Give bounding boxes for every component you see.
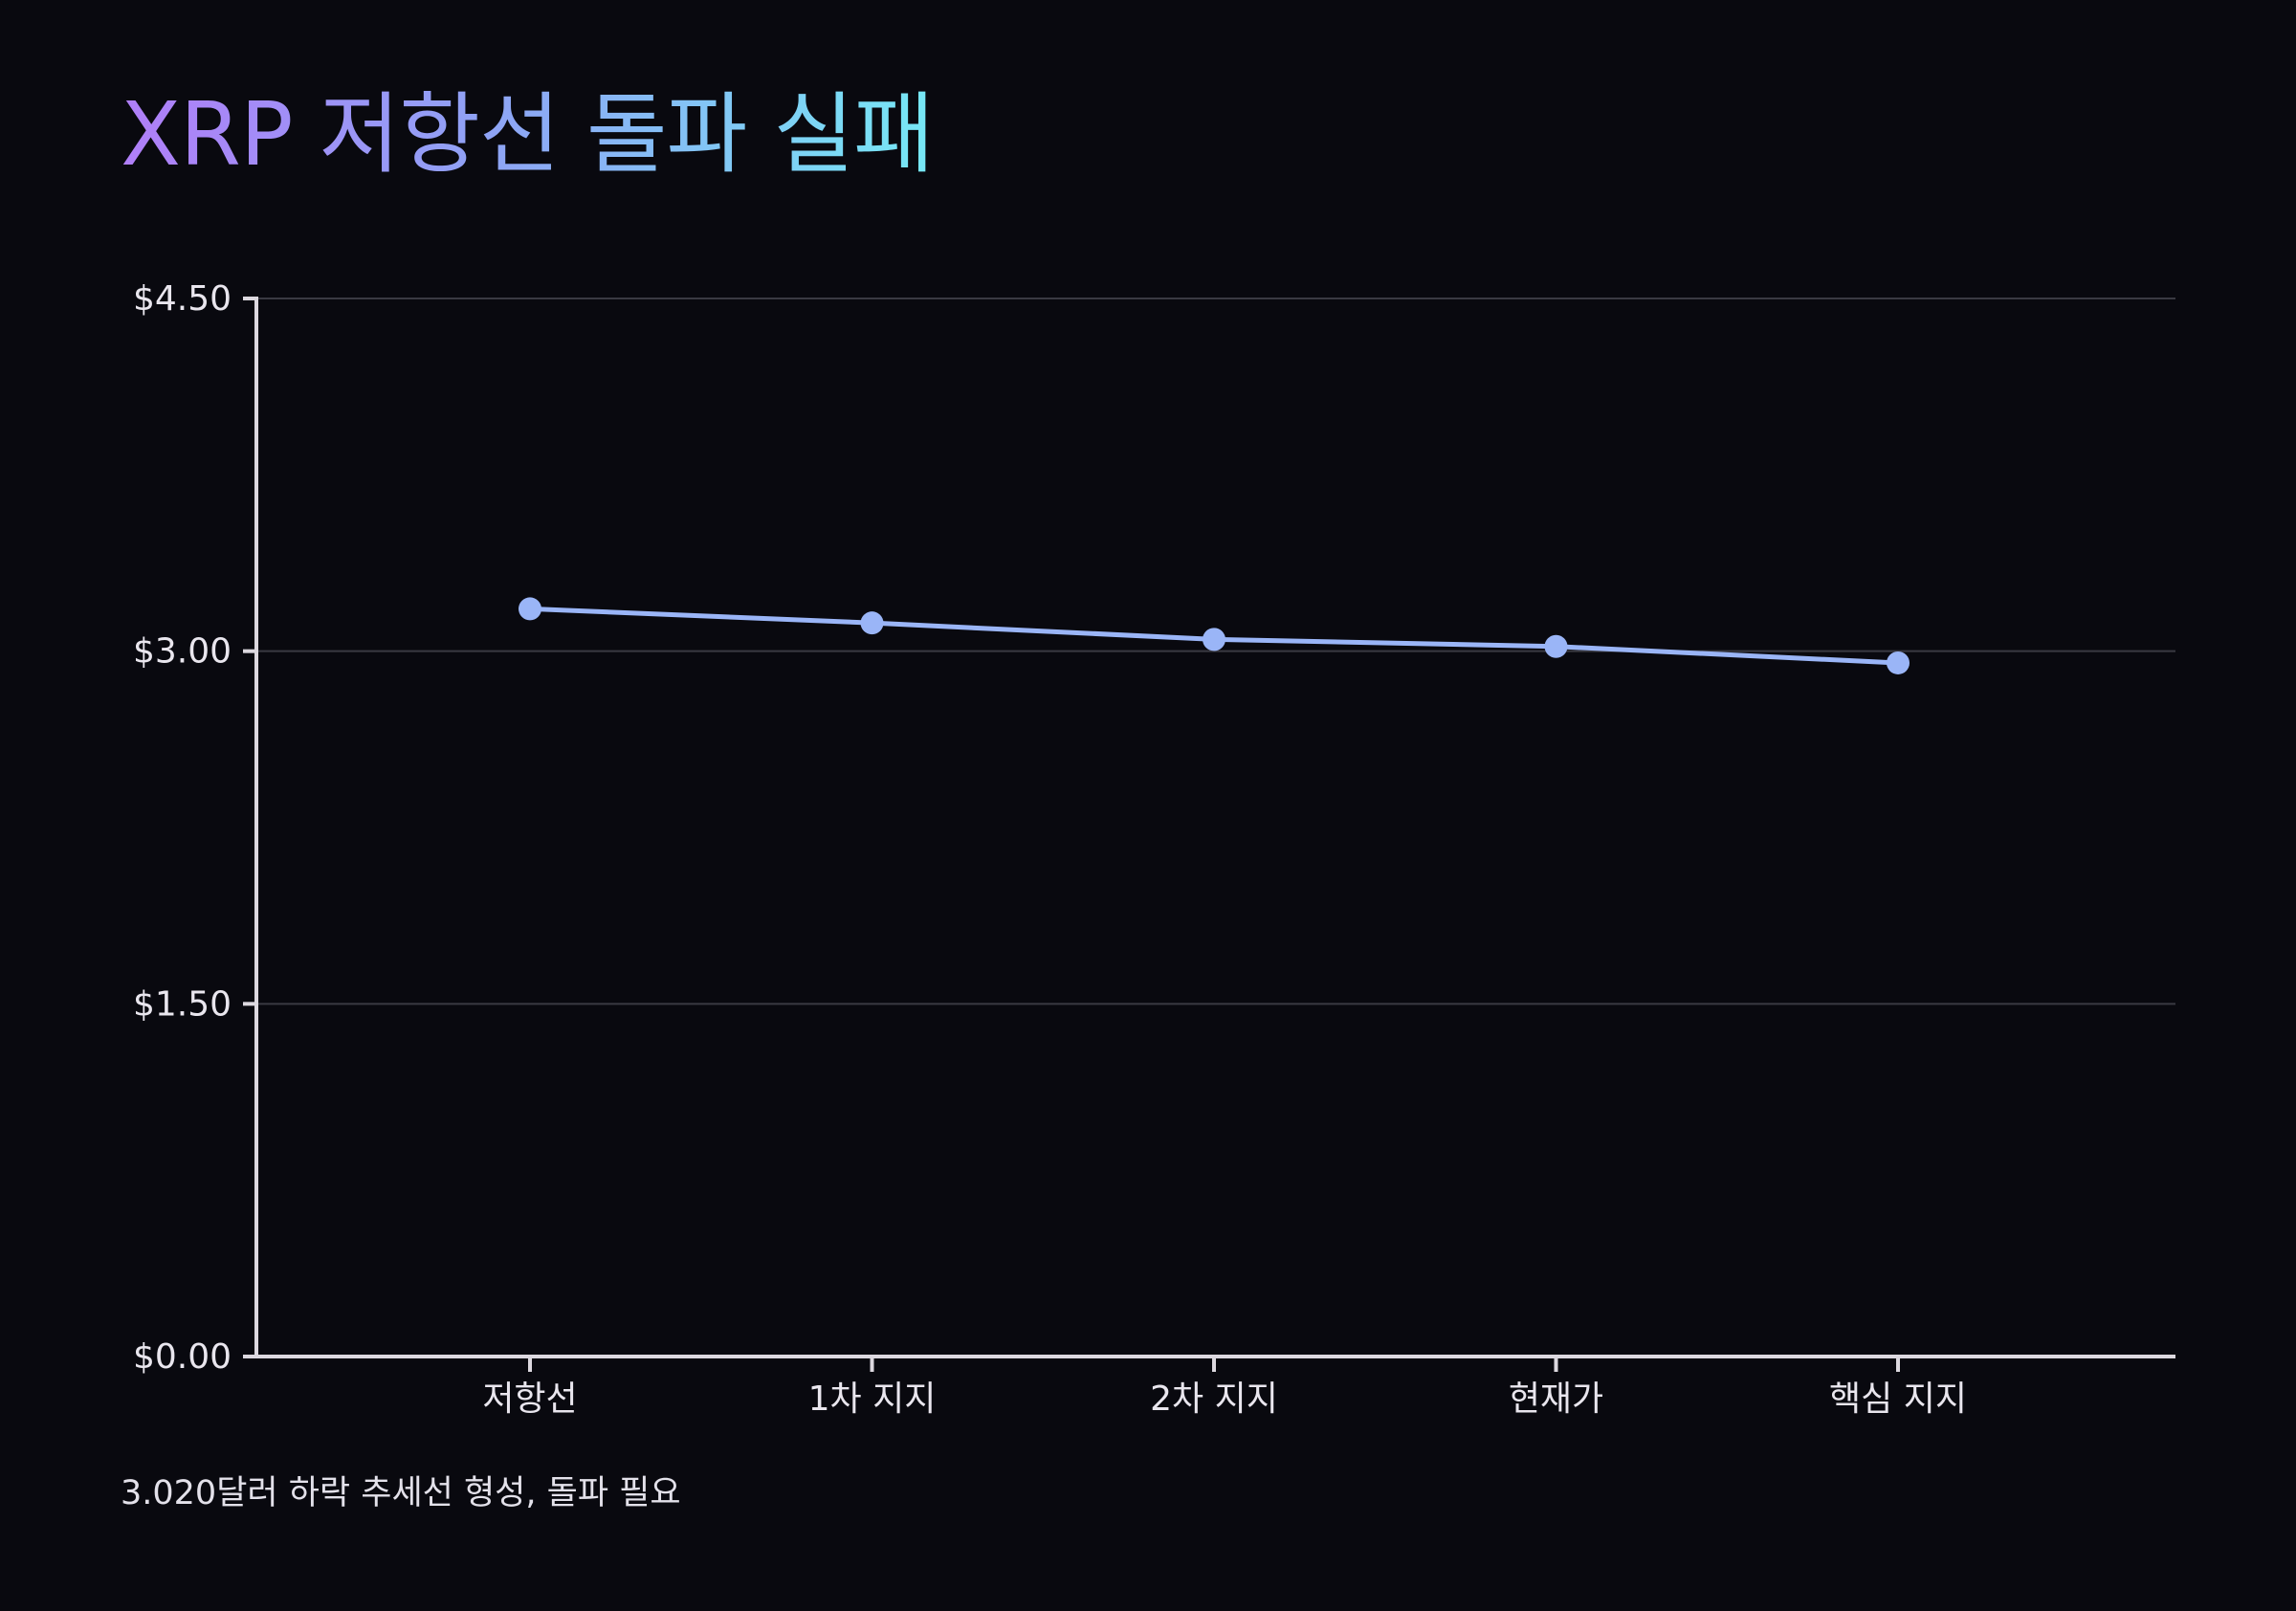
- x-tick-label: 2차 지지: [1150, 1379, 1278, 1419]
- y-tick-label: $3.00: [133, 632, 232, 672]
- grid-lines: [256, 298, 2175, 1005]
- data-point: [519, 597, 541, 621]
- series-layer: [519, 597, 1910, 674]
- x-tick-label: 저항선: [482, 1379, 577, 1419]
- axes: [243, 297, 2175, 1372]
- y-tick-label: $4.50: [133, 279, 232, 319]
- data-point: [860, 611, 884, 635]
- y-tick-label: $0.00: [133, 1337, 232, 1377]
- data-point: [1203, 628, 1225, 651]
- x-tick-label: 1차 지지: [808, 1379, 937, 1419]
- y-tick-label: $1.50: [133, 984, 232, 1024]
- data-point: [1887, 651, 1910, 674]
- tick-labels: $0.00 $1.50 $3.00 $4.50 저항선 1차 지지 2차 지지 현재가 핵심 지…: [133, 279, 1967, 1419]
- x-tick-label: 현재가: [1509, 1379, 1603, 1419]
- data-point: [1544, 634, 1568, 658]
- chart-title: XRP 저항선 돌파 실패: [121, 82, 935, 188]
- x-tick-label: 핵심 지지: [1829, 1379, 1967, 1419]
- chart-caption: 3.020달러 하락 추세선 형성, 돌파 필요: [121, 1474, 681, 1512]
